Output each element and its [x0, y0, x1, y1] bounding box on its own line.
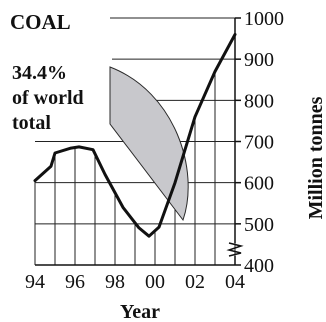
- x-tick-label: 98: [105, 271, 125, 293]
- y-tick-label: 500: [244, 214, 274, 236]
- x-tick-label: 94: [25, 271, 45, 293]
- axis-layer: 400 500 600 700 800 900 1000 94 96 98 00 02 04: [25, 8, 284, 293]
- world-share-pie-slice: [109, 66, 189, 222]
- y-tick-label: 900: [244, 49, 274, 71]
- annotation-line-3: total: [12, 112, 51, 134]
- axis-break-marker: [226, 242, 244, 257]
- y-tick-label: 400: [244, 255, 274, 277]
- coal-production-line: [33, 33, 237, 238]
- x-tick-label: 96: [65, 271, 85, 293]
- y-tick-label: 700: [244, 132, 274, 154]
- y-tick-label: 1000: [244, 8, 284, 30]
- annotation-line-2: of world: [12, 87, 84, 109]
- y-tick-label: 800: [244, 90, 274, 112]
- x-tick-label: 02: [185, 271, 205, 293]
- annotation-line-1: 34.4%: [12, 62, 67, 84]
- y-axis-label: Million tonnes: [305, 96, 326, 219]
- x-axis-label: Year: [120, 301, 160, 322]
- x-tick-label: 00: [145, 271, 165, 293]
- x-tick-label: 04: [225, 271, 245, 293]
- y-tick-label: 600: [244, 173, 274, 195]
- chart-title: COAL: [10, 10, 71, 34]
